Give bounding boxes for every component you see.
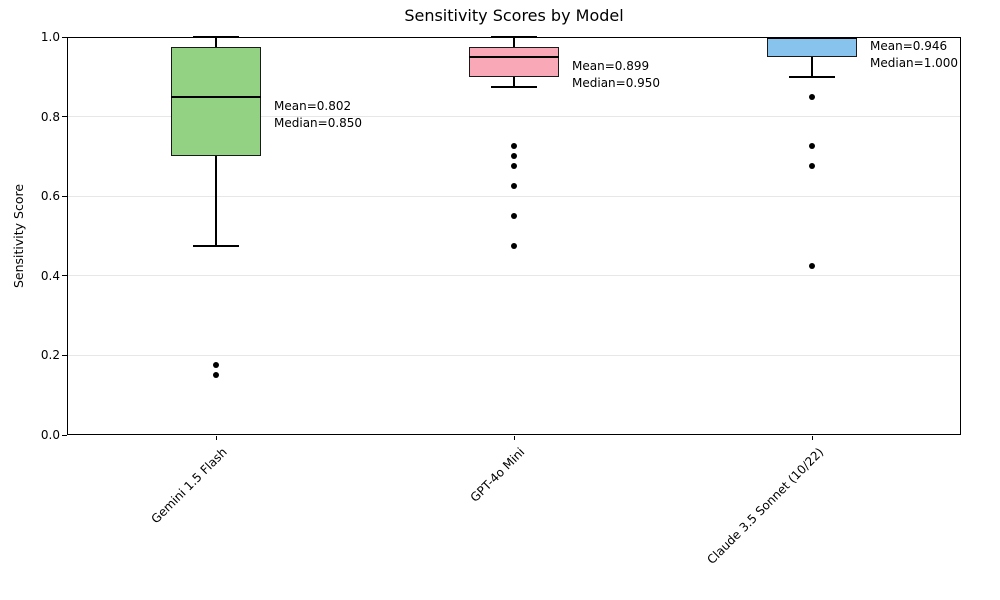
y-tick-mark <box>62 354 67 356</box>
stats-annotation-line: Mean=0.946 <box>870 39 948 53</box>
stats-annotation-line: Mean=0.802 <box>274 98 352 113</box>
x-tick-mark <box>513 436 515 440</box>
gridline <box>67 116 961 118</box>
outlier-dot <box>809 262 815 269</box>
outlier-dot <box>511 213 517 220</box>
outlier-dot <box>213 372 219 379</box>
whisker-cap <box>193 245 239 247</box>
stats-annotation-line: Mean=0.899 <box>572 58 650 73</box>
median-line <box>469 55 559 58</box>
outlier-dot <box>511 143 517 150</box>
whisker-cap <box>193 36 239 38</box>
x-tick-mark <box>215 436 217 440</box>
outlier-dot <box>809 163 815 170</box>
median-line <box>171 95 261 98</box>
whisker-cap <box>789 76 835 78</box>
box-gemini-1-5-flash <box>171 46 261 157</box>
y-tick-mark <box>62 275 67 277</box>
box-gpt-4o-mini <box>469 46 559 77</box>
outlier-dot <box>511 183 517 190</box>
gridline <box>67 354 961 356</box>
y-tick-label: 0.2 <box>40 348 60 363</box>
y-tick-label: 1.0 <box>40 30 60 44</box>
whisker-line <box>513 37 515 47</box>
stats-annotation: Mean=0.899 Median=0.950 <box>572 58 660 92</box>
y-tick-mark <box>62 36 67 38</box>
whisker-cap <box>491 86 537 88</box>
x-tick-label-gpt-4o-mini: GPT-4o Mini <box>468 445 528 505</box>
x-tick-mark <box>811 436 813 440</box>
gridline <box>67 275 961 277</box>
stats-annotation: Mean=0.946 Median=1.000 <box>870 38 958 72</box>
outlier-dot <box>213 362 219 369</box>
outlier-dot <box>511 242 517 249</box>
whisker-line <box>215 37 217 47</box>
y-axis-label: Sensitivity Score <box>11 183 26 289</box>
whisker-line <box>513 76 515 87</box>
box-claude-3-5-sonnet-10-22 <box>767 37 857 57</box>
gridline <box>67 195 961 197</box>
outlier-dot <box>511 153 517 160</box>
y-tick-label: 0.8 <box>40 109 60 124</box>
stats-annotation-line: Median=1.000 <box>870 56 959 70</box>
outlier-dot <box>809 93 815 100</box>
y-tick-mark <box>62 434 67 436</box>
y-tick-mark <box>62 195 67 197</box>
y-tick-mark <box>62 116 67 118</box>
x-tick-label-claude-3-5-sonnet-10-22: Claude 3.5 Sonnet (10/22) <box>703 445 826 567</box>
stats-annotation-line: Median=0.850 <box>274 115 363 130</box>
whisker-line <box>215 156 217 246</box>
whisker-cap <box>491 36 537 38</box>
y-tick-label: 0.4 <box>40 268 60 283</box>
y-tick-label: 0.6 <box>40 189 60 204</box>
stats-annotation: Mean=0.802 Median=0.850 <box>274 98 362 132</box>
median-line <box>767 37 857 39</box>
whisker-line <box>811 56 813 77</box>
x-tick-label-gemini-1-5-flash: Gemini 1.5 Flash <box>148 445 230 527</box>
outlier-dot <box>809 143 815 150</box>
y-tick-label: 0.0 <box>40 428 60 442</box>
chart-title: Sensitivity Scores by Model <box>404 6 624 25</box>
stats-annotation-line: Median=0.950 <box>572 75 661 90</box>
outlier-dot <box>511 163 517 170</box>
